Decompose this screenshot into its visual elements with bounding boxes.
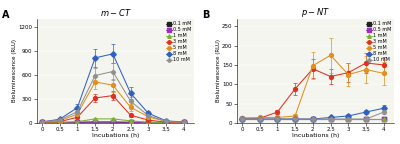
Title: $m-CT$: $m-CT$: [100, 7, 132, 18]
Text: B: B: [202, 10, 209, 20]
Legend: 0.1 mM, 0.5 mM, 1 mM, 3 mM, 5 mM, 8 mM, 10 mM: 0.1 mM, 0.5 mM, 1 mM, 3 mM, 5 mM, 8 mM, …: [165, 21, 192, 63]
Y-axis label: Bioluminescence (RLU): Bioluminescence (RLU): [216, 39, 220, 102]
Y-axis label: Bioluminescence (RLU): Bioluminescence (RLU): [12, 39, 17, 102]
Title: $p-NT$: $p-NT$: [301, 6, 330, 19]
Text: A: A: [2, 10, 9, 20]
Legend: 0.1 mM, 0.5 mM, 1 mM, 3 mM, 5 mM, 8 mM, 10 mM: 0.1 mM, 0.5 mM, 1 mM, 3 mM, 5 mM, 8 mM, …: [365, 21, 392, 63]
X-axis label: Incubations (h): Incubations (h): [92, 133, 139, 138]
X-axis label: Incubations (h): Incubations (h): [292, 133, 339, 138]
